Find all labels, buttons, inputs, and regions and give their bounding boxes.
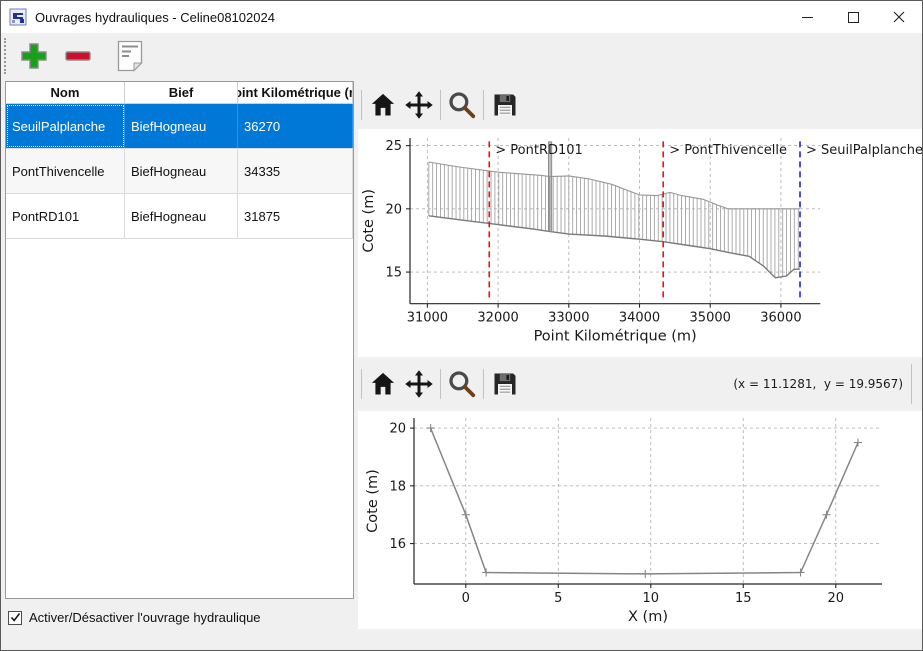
cell-pk[interactable]: 34335 bbox=[238, 149, 353, 193]
cell-bief[interactable]: BiefHogneau bbox=[125, 149, 238, 193]
close-button[interactable] bbox=[876, 1, 922, 33]
document-icon bbox=[117, 40, 143, 72]
toolbar-separator bbox=[483, 369, 484, 399]
zoom-button[interactable] bbox=[444, 87, 480, 123]
svg-text:15: 15 bbox=[735, 591, 752, 606]
save-button[interactable] bbox=[487, 87, 523, 123]
cell-bief[interactable]: BiefHogneau bbox=[125, 104, 238, 148]
svg-text:X (m): X (m) bbox=[628, 609, 668, 625]
cell-pk[interactable]: 31875 bbox=[238, 194, 353, 238]
svg-text:Cote (m): Cote (m) bbox=[361, 189, 377, 253]
pan-icon bbox=[405, 91, 433, 119]
table-header-row: Nom Bief Point Kilométrique (m) bbox=[6, 82, 353, 104]
titlebar[interactable]: Ouvrages hydrauliques - Celine08102024 bbox=[1, 1, 922, 33]
svg-text:10: 10 bbox=[643, 591, 660, 606]
home-icon bbox=[371, 93, 395, 116]
pan-button[interactable] bbox=[401, 87, 437, 123]
svg-text:5: 5 bbox=[554, 591, 562, 606]
plot2-toolbar: (x = 11.1281, y = 19.9567) bbox=[358, 357, 922, 411]
svg-text:0: 0 bbox=[462, 591, 470, 606]
cursor-coordinates-readout: (x = 11.1281, y = 19.9567) bbox=[733, 364, 912, 404]
profile-chart: > PontRD101 > PontThivencelle > SeuilPalpl… bbox=[361, 138, 922, 345]
svg-text:32000: 32000 bbox=[477, 311, 518, 326]
svg-text:20: 20 bbox=[827, 591, 844, 606]
toolbar-grip[interactable] bbox=[4, 38, 9, 74]
cross-section-chart: 0 5 10 15 20 16 18 20 X (m) Cote (m) bbox=[365, 418, 882, 625]
main-toolbar bbox=[1, 33, 922, 79]
svg-text:18: 18 bbox=[389, 479, 406, 494]
cell-nom[interactable]: PontRD101 bbox=[6, 194, 125, 238]
svg-text:25: 25 bbox=[385, 139, 402, 154]
profile-plot-canvas[interactable]: > PontRD101 > PontThivencelle > SeuilPalpl… bbox=[358, 129, 922, 357]
add-ouvrage-button[interactable] bbox=[15, 37, 53, 75]
zoom-button[interactable] bbox=[444, 366, 480, 402]
minus-icon bbox=[65, 51, 91, 61]
notes-button[interactable] bbox=[111, 37, 149, 75]
home-icon bbox=[371, 372, 395, 395]
svg-text:> PontThivencelle: > PontThivencelle bbox=[669, 143, 787, 158]
cell-nom[interactable]: PontThivencelle bbox=[6, 149, 125, 193]
ouvrages-table: Nom Bief Point Kilométrique (m) SeuilPal… bbox=[5, 81, 354, 599]
svg-text:31000: 31000 bbox=[407, 311, 448, 326]
svg-text:34000: 34000 bbox=[619, 311, 660, 326]
svg-text:Point Kilométrique (m): Point Kilométrique (m) bbox=[534, 329, 697, 345]
svg-text:> PontRD101: > PontRD101 bbox=[495, 143, 583, 158]
app-icon bbox=[9, 8, 27, 26]
cross-section-plot-canvas[interactable]: 0 5 10 15 20 16 18 20 X (m) Cote (m) bbox=[358, 411, 922, 629]
check-icon bbox=[10, 613, 20, 622]
svg-text:Cote (m): Cote (m) bbox=[365, 469, 381, 533]
svg-text:33000: 33000 bbox=[548, 311, 589, 326]
table-row[interactable]: SeuilPalplanche BiefHogneau 36270 bbox=[6, 104, 353, 149]
toolbar-separator bbox=[483, 90, 484, 120]
header-bief[interactable]: Bief bbox=[125, 82, 238, 103]
header-pk[interactable]: Point Kilométrique (m) bbox=[238, 82, 353, 103]
toolbar-separator bbox=[440, 90, 441, 120]
save-icon bbox=[494, 373, 516, 395]
svg-text:20: 20 bbox=[389, 422, 406, 437]
header-nom[interactable]: Nom bbox=[6, 82, 125, 103]
toolbar-separator bbox=[361, 369, 362, 399]
svg-text:20: 20 bbox=[385, 202, 402, 217]
window-title: Ouvrages hydrauliques - Celine08102024 bbox=[35, 9, 275, 25]
svg-text:35000: 35000 bbox=[690, 311, 731, 326]
close-icon bbox=[893, 11, 905, 23]
remove-ouvrage-button[interactable] bbox=[59, 37, 97, 75]
home-button[interactable] bbox=[365, 366, 401, 402]
cell-nom[interactable]: SeuilPalplanche bbox=[6, 104, 125, 148]
magnifier-icon bbox=[449, 371, 476, 398]
maximize-icon bbox=[847, 11, 859, 23]
home-button[interactable] bbox=[365, 87, 401, 123]
toolbar-separator bbox=[440, 369, 441, 399]
save-icon bbox=[494, 94, 516, 116]
svg-text:36000: 36000 bbox=[760, 311, 801, 326]
toolbar-separator bbox=[361, 90, 362, 120]
svg-text:16: 16 bbox=[389, 537, 406, 552]
pan-icon bbox=[405, 370, 433, 398]
plus-icon bbox=[21, 43, 47, 69]
cell-pk[interactable]: 36270 bbox=[238, 104, 353, 148]
activate-ouvrage-checkbox[interactable] bbox=[8, 610, 22, 625]
maximize-button[interactable] bbox=[830, 1, 876, 33]
activate-ouvrage-row: Activer/Désactiver l'ouvrage hydraulique bbox=[8, 610, 261, 625]
cell-bief[interactable]: BiefHogneau bbox=[125, 194, 238, 238]
table-row[interactable]: PontRD101 BiefHogneau 31875 bbox=[6, 194, 353, 239]
pan-button[interactable] bbox=[401, 366, 437, 402]
minimize-icon bbox=[801, 16, 813, 18]
magnifier-icon bbox=[449, 92, 476, 119]
activate-ouvrage-label: Activer/Désactiver l'ouvrage hydraulique bbox=[29, 610, 261, 625]
svg-text:15: 15 bbox=[385, 266, 402, 281]
svg-text:> SeuilPalplanche: > SeuilPalplanche bbox=[806, 143, 922, 158]
plot1-toolbar bbox=[358, 81, 922, 129]
table-row[interactable]: PontThivencelle BiefHogneau 34335 bbox=[6, 149, 353, 194]
save-button[interactable] bbox=[487, 366, 523, 402]
minimize-button[interactable] bbox=[784, 1, 830, 33]
